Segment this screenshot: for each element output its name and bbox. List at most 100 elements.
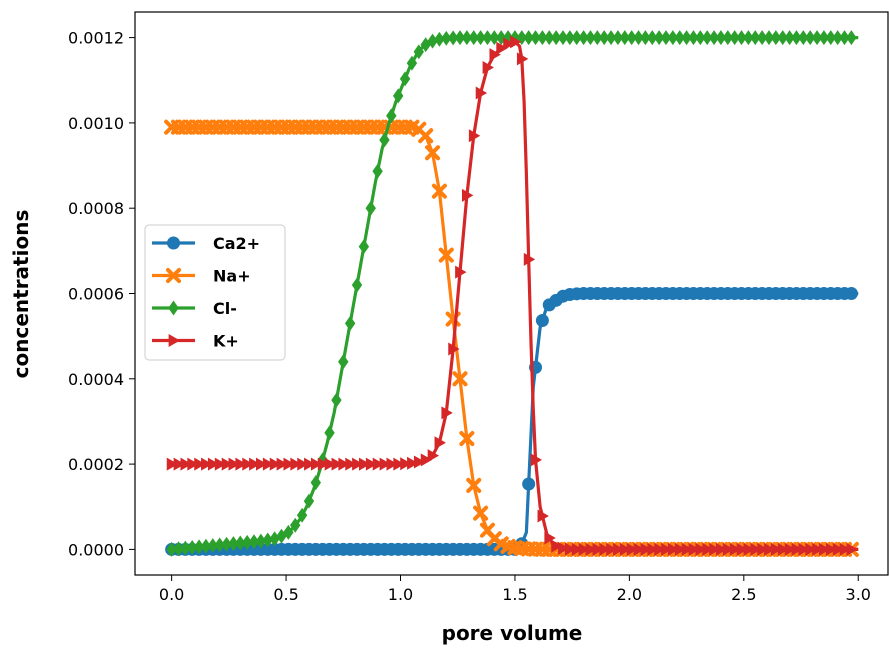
data-point <box>846 542 858 556</box>
data-point <box>207 457 220 471</box>
data-point <box>832 30 843 46</box>
data-point <box>619 542 632 556</box>
data-point <box>475 86 488 100</box>
y-axis: 0.0000 0.0002 0.0004 0.0006 0.0008 0.0010 0.00… <box>68 29 135 559</box>
data-point <box>242 457 254 471</box>
data-point <box>598 30 610 46</box>
data-point <box>173 541 184 557</box>
legend: Ca2+ Na+ Cl- K+ <box>144 224 286 361</box>
data-point <box>496 41 508 55</box>
data-point <box>763 30 775 46</box>
legend-label: Na+ <box>213 267 251 286</box>
legend-label: Ca2+ <box>213 234 260 253</box>
data-point <box>535 314 549 328</box>
data-point <box>303 493 315 509</box>
data-point <box>262 532 273 548</box>
data-point <box>522 477 536 491</box>
data-point <box>249 457 261 471</box>
data-point <box>331 457 343 471</box>
legend-box <box>144 224 286 361</box>
data-point <box>695 542 707 556</box>
data-point <box>647 30 658 46</box>
data-point <box>791 542 803 556</box>
data-point <box>468 30 479 46</box>
data-point <box>393 88 404 104</box>
x-tick-label: 0.5 <box>273 585 298 604</box>
data-point <box>393 457 405 471</box>
data-point <box>613 542 625 556</box>
data-point <box>221 457 234 471</box>
data-point <box>770 542 783 556</box>
data-point <box>674 542 687 556</box>
data-point <box>585 30 596 46</box>
data-point <box>413 44 425 60</box>
data-point <box>750 542 762 556</box>
data-point <box>708 30 720 46</box>
data-point <box>438 247 454 263</box>
data-point <box>461 188 474 202</box>
data-point <box>537 30 548 46</box>
data-point <box>475 30 486 46</box>
data-point <box>482 30 493 46</box>
data-point <box>407 456 419 470</box>
data-point <box>798 30 809 46</box>
legend-item: Na+ <box>152 267 251 286</box>
data-point <box>791 30 802 46</box>
data-point <box>502 30 514 46</box>
data-point <box>459 430 475 447</box>
legend-marker <box>168 300 179 316</box>
data-point <box>365 457 378 471</box>
data-point <box>722 30 733 46</box>
data-point <box>674 30 685 46</box>
data-point <box>304 457 316 471</box>
data-point <box>290 457 302 471</box>
data-point <box>681 30 692 46</box>
data-point <box>269 457 282 471</box>
data-point <box>473 505 489 521</box>
data-point <box>804 30 816 46</box>
data-point <box>235 457 247 471</box>
y-axis-label: concentrations <box>9 210 33 379</box>
data-point <box>633 30 644 46</box>
legend-item: K+ <box>152 332 239 351</box>
data-point <box>688 30 699 46</box>
data-point <box>523 252 536 266</box>
data-point <box>235 535 246 551</box>
data-point <box>812 542 824 556</box>
data-point <box>379 132 390 148</box>
series-layer <box>164 30 859 557</box>
data-point <box>516 30 527 46</box>
y-tick-label: 0.0012 <box>68 29 124 48</box>
data-point <box>194 457 206 471</box>
data-point <box>200 538 212 554</box>
data-point <box>317 457 330 471</box>
data-point <box>166 457 179 471</box>
data-point <box>425 145 441 161</box>
data-point <box>592 30 603 46</box>
data-point <box>413 455 426 469</box>
x-tick-label: 3.0 <box>846 585 871 604</box>
data-point <box>241 534 253 550</box>
data-point <box>331 392 342 408</box>
data-point <box>372 163 383 179</box>
data-point <box>846 30 857 46</box>
data-point <box>578 542 591 556</box>
data-point <box>805 542 817 556</box>
x-tick-label: 2.0 <box>617 585 642 604</box>
data-point <box>221 536 232 552</box>
data-point <box>441 30 452 46</box>
data-point <box>338 457 350 471</box>
data-point <box>310 475 322 491</box>
data-point <box>585 542 597 556</box>
data-point <box>715 30 727 46</box>
data-point <box>297 457 309 471</box>
data-point <box>757 542 769 556</box>
data-point <box>667 542 680 556</box>
data-point <box>290 517 301 533</box>
data-point <box>681 542 694 556</box>
x-axis-label: pore volume <box>442 621 583 645</box>
data-point <box>454 30 466 46</box>
series-Cl- <box>166 30 859 557</box>
data-point <box>550 30 562 46</box>
